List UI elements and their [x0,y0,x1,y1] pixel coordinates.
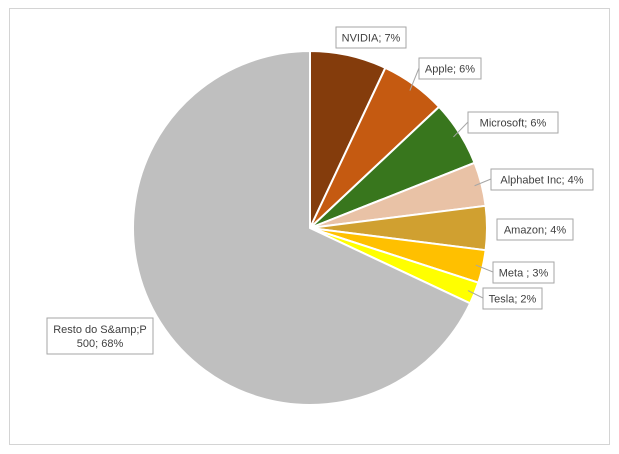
pie-slice-resto-do-s-amp-p-500 [132,49,472,406]
leader-line-alphabet-inc [474,178,492,187]
data-label-text: Alphabet Inc; 4% [500,175,583,187]
data-label-amazon: Amazon; 4% [496,218,574,241]
data-label-alphabet-inc: Alphabet Inc; 4% [490,168,594,191]
data-label-box [467,111,559,134]
chart-area: NVIDIA; 7% Apple; 6% Microsoft; 6% Alphabet… [9,8,610,445]
pie-chart: NVIDIA; 7% Apple; 6% Microsoft; 6% Alphabet… [46,26,594,406]
data-label-nvidia: NVIDIA; 7% [335,26,407,49]
data-label-box [490,168,594,191]
data-label-text: Tesla; 2% [489,294,537,306]
data-label-tesla: Tesla; 2% [482,287,543,310]
data-label-text: Resto do S&amp;P [53,324,147,336]
data-label-box [335,26,407,49]
data-label-apple: Apple; 6% [418,57,482,80]
data-label-text: Microsoft; 6% [480,118,547,130]
data-label-text: Meta ; 3% [499,268,549,280]
leader-line-meta [475,264,494,273]
data-label-resto-do-s-amp-p-500: Resto do S&amp;P 500; 68% [46,317,154,355]
data-label-box [46,317,154,355]
data-label-text: Apple; 6% [425,64,475,76]
data-label-box [496,218,574,241]
data-label-box [418,57,482,80]
leader-line-tesla [467,290,484,299]
data-label-text: Amazon; 4% [504,225,567,237]
data-label-microsoft: Microsoft; 6% [467,111,559,134]
data-label-box [492,261,555,284]
data-label-text: NVIDIA; 7% [342,33,401,45]
data-label-meta: Meta ; 3% [492,261,555,284]
leader-line-apple [409,67,420,91]
leader-line-microsoft [453,121,469,138]
data-label-text: 500; 68% [77,338,124,350]
data-label-box [482,287,543,310]
